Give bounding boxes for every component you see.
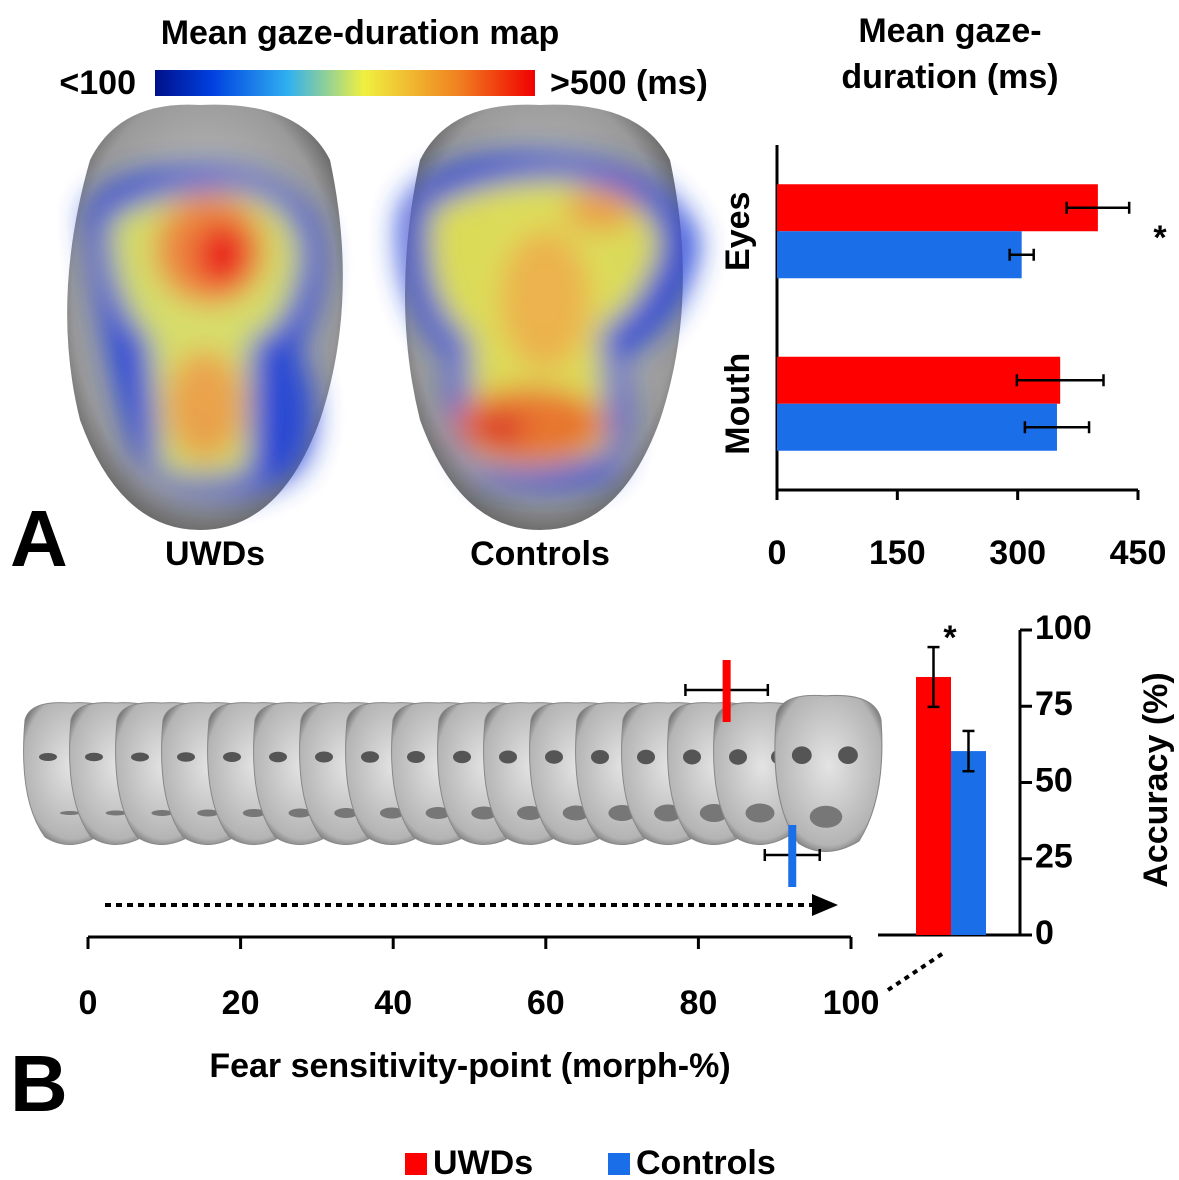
heatmap-face bbox=[67, 104, 343, 530]
marker bbox=[788, 825, 797, 887]
colorbar-min: <100 bbox=[59, 64, 136, 102]
eye bbox=[315, 751, 333, 763]
significance: * bbox=[1153, 219, 1167, 257]
legend-label: UWDs bbox=[433, 1144, 533, 1180]
mouth bbox=[745, 803, 775, 823]
error-bar bbox=[1065, 201, 1131, 214]
mouth bbox=[425, 807, 451, 819]
morph-face bbox=[774, 694, 883, 853]
eye bbox=[838, 746, 858, 764]
y-axis-label: Accuracy (%) bbox=[1137, 672, 1175, 887]
x-tick-label: 20 bbox=[222, 984, 260, 1022]
mouth bbox=[151, 810, 173, 816]
legend-swatch bbox=[405, 1153, 427, 1175]
eye bbox=[223, 752, 241, 762]
eye bbox=[545, 750, 563, 764]
significance: * bbox=[943, 619, 957, 657]
category-label: Mouth bbox=[719, 353, 757, 455]
mouth bbox=[105, 810, 127, 816]
heatmap-title: Mean gaze-duration map bbox=[161, 14, 560, 52]
colorbar-max: >500 (ms) bbox=[550, 64, 708, 102]
panel-label: B bbox=[10, 1039, 68, 1128]
category-label: Eyes bbox=[719, 192, 757, 271]
eye bbox=[85, 752, 103, 762]
arrow bbox=[105, 894, 947, 992]
legend-label: Controls bbox=[636, 1144, 776, 1180]
x-tick-label: 40 bbox=[374, 984, 412, 1022]
eye bbox=[791, 746, 812, 764]
chart-title: Mean gaze-duration (ms) bbox=[841, 12, 1059, 96]
error-bar bbox=[1008, 248, 1035, 261]
eye bbox=[729, 749, 747, 765]
bar bbox=[777, 356, 1061, 404]
y-tick-label: 0 bbox=[1035, 914, 1054, 952]
mouth bbox=[517, 806, 543, 820]
mouth bbox=[471, 806, 497, 820]
eye bbox=[361, 751, 379, 763]
y-tick-label: 50 bbox=[1035, 761, 1073, 799]
y-tick-label: 75 bbox=[1035, 685, 1073, 723]
eye bbox=[591, 750, 609, 764]
mouth bbox=[379, 807, 405, 819]
bar bbox=[916, 676, 951, 935]
eye bbox=[637, 749, 655, 765]
error-bar bbox=[1023, 421, 1091, 434]
bar bbox=[777, 184, 1098, 232]
error-bar bbox=[927, 645, 940, 709]
mouth bbox=[334, 808, 358, 818]
mouth bbox=[242, 809, 266, 817]
x-tick-label: 150 bbox=[869, 534, 926, 572]
x-tick-label: 60 bbox=[527, 984, 565, 1022]
eye bbox=[499, 750, 517, 764]
x-tick-label: 300 bbox=[989, 534, 1046, 572]
eye bbox=[683, 749, 701, 765]
error-bar bbox=[962, 729, 975, 773]
marker bbox=[722, 660, 731, 722]
x-tick-label: 450 bbox=[1110, 534, 1167, 572]
x-tick-label: 0 bbox=[768, 534, 787, 572]
x-tick-label: 100 bbox=[823, 984, 880, 1022]
eye bbox=[453, 750, 471, 764]
face-label: Controls bbox=[470, 535, 610, 573]
mouth bbox=[60, 811, 80, 815]
morph-faces bbox=[23, 694, 883, 853]
panel-label: A bbox=[10, 494, 68, 583]
eye bbox=[407, 751, 425, 763]
heatmap-face bbox=[398, 104, 700, 530]
error-bar bbox=[1015, 374, 1105, 387]
bar bbox=[777, 231, 1022, 279]
eye bbox=[269, 751, 287, 763]
y-tick-label: 25 bbox=[1035, 838, 1073, 876]
legend-swatch bbox=[608, 1153, 630, 1175]
mouth bbox=[562, 805, 590, 821]
face-shape bbox=[774, 694, 883, 853]
mouth bbox=[288, 808, 312, 818]
colorbar bbox=[155, 70, 535, 96]
face-label: UWDs bbox=[165, 535, 265, 573]
mouth bbox=[809, 805, 843, 828]
bar bbox=[951, 751, 986, 935]
mouth bbox=[197, 809, 219, 817]
x-tick-label: 80 bbox=[679, 984, 717, 1022]
eye bbox=[131, 752, 149, 762]
y-tick-label: 100 bbox=[1035, 609, 1092, 647]
eye bbox=[177, 752, 195, 762]
bar bbox=[777, 403, 1057, 451]
eye bbox=[39, 753, 57, 761]
x-tick-label: 0 bbox=[79, 984, 98, 1022]
x-axis-label: Fear sensitivity-point (morph-%) bbox=[209, 1047, 730, 1085]
